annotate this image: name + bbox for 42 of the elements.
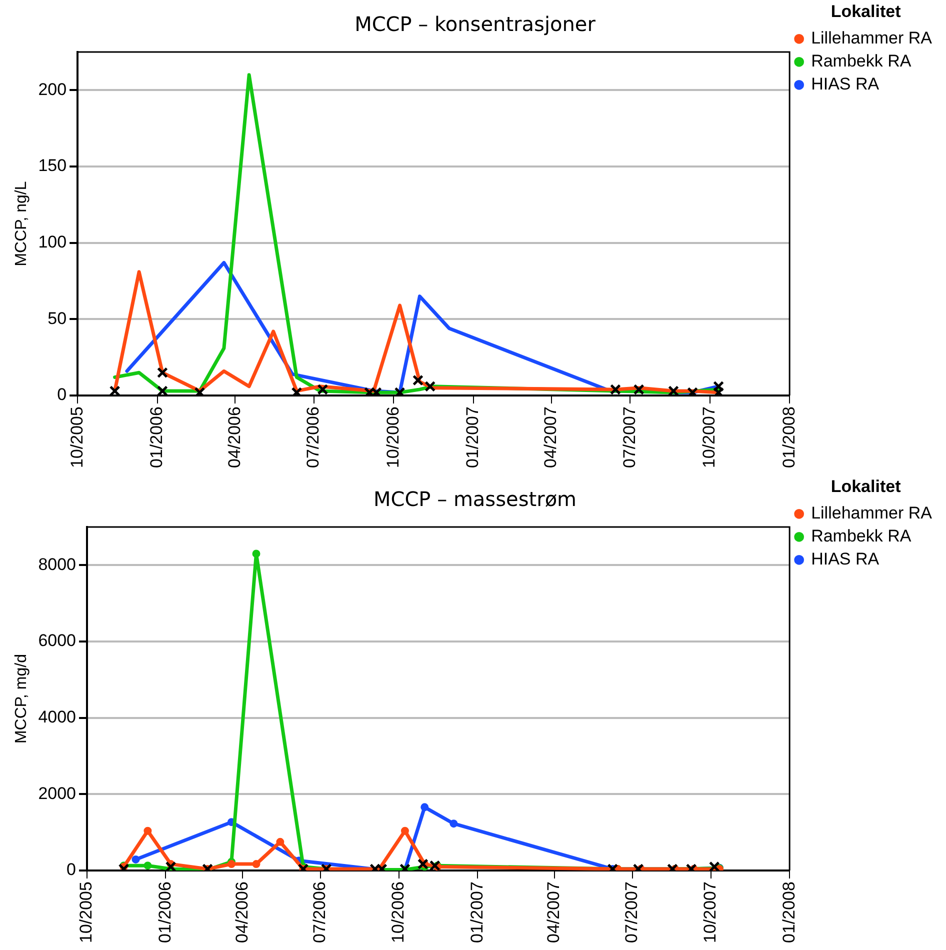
y-tick-label: 2000 — [38, 784, 76, 803]
y-tick-label: 0 — [66, 860, 76, 880]
legend-label: Rambekk RA — [811, 526, 912, 546]
y-tick-label: 6000 — [38, 631, 76, 650]
x-tick-label: 10/2005 — [67, 406, 86, 468]
x-tick-label: 01/2008 — [779, 406, 798, 468]
x-tick-label: 01/2006 — [155, 882, 174, 943]
x-tick-label: 01/2007 — [467, 882, 486, 943]
x-tick-label: 10/2006 — [383, 406, 402, 468]
x-tick-label: 10/2007 — [700, 882, 720, 943]
legend-title: Lokalitet — [830, 477, 902, 496]
x-tick-label: 04/2006 — [232, 882, 252, 943]
x-tick-label: 01/2008 — [779, 882, 798, 943]
y-tick-label: 100 — [38, 232, 67, 252]
x-tick-label: 04/2007 — [544, 882, 564, 943]
x-tick-label: 07/2006 — [310, 882, 330, 943]
y-tick-label: 150 — [38, 156, 67, 176]
y-axis-title: MCCP, mg/d — [13, 654, 30, 744]
chart-title: MCCP – konsentrasjoner — [354, 12, 596, 36]
y-tick-label: 0 — [57, 385, 67, 404]
legend-label: HIAS RA — [811, 74, 880, 94]
x-tick-label: 01/2006 — [146, 406, 166, 468]
y-tick-label: 200 — [38, 80, 67, 99]
chart-title: MCCP – massestrøm — [373, 487, 577, 512]
legend-label: HIAS RA — [811, 550, 880, 569]
y-axis-title: MCCP, ng/L — [13, 181, 30, 266]
x-tick-label: 07/2007 — [622, 882, 641, 943]
legend-label: Rambekk RA — [811, 52, 912, 71]
x-tick-label: 01/2007 — [463, 406, 482, 468]
x-tick-label: 04/2006 — [224, 406, 244, 468]
legend-label: Lillehammer RA — [811, 504, 933, 523]
y-tick-label: 8000 — [38, 554, 76, 574]
legend-title: Lokalitet — [830, 2, 902, 22]
y-tick-label: 4000 — [38, 708, 76, 727]
x-tick-label: 10/2006 — [388, 882, 408, 943]
y-tick-label: 50 — [48, 308, 67, 328]
x-tick-label: 07/2007 — [620, 406, 639, 468]
x-tick-label: 10/2007 — [700, 406, 719, 468]
x-tick-label: 07/2006 — [304, 406, 323, 468]
x-tick-label: 04/2007 — [541, 406, 560, 468]
legend-label: Lillehammer RA — [811, 28, 933, 48]
x-tick-label: 10/2005 — [76, 882, 96, 943]
